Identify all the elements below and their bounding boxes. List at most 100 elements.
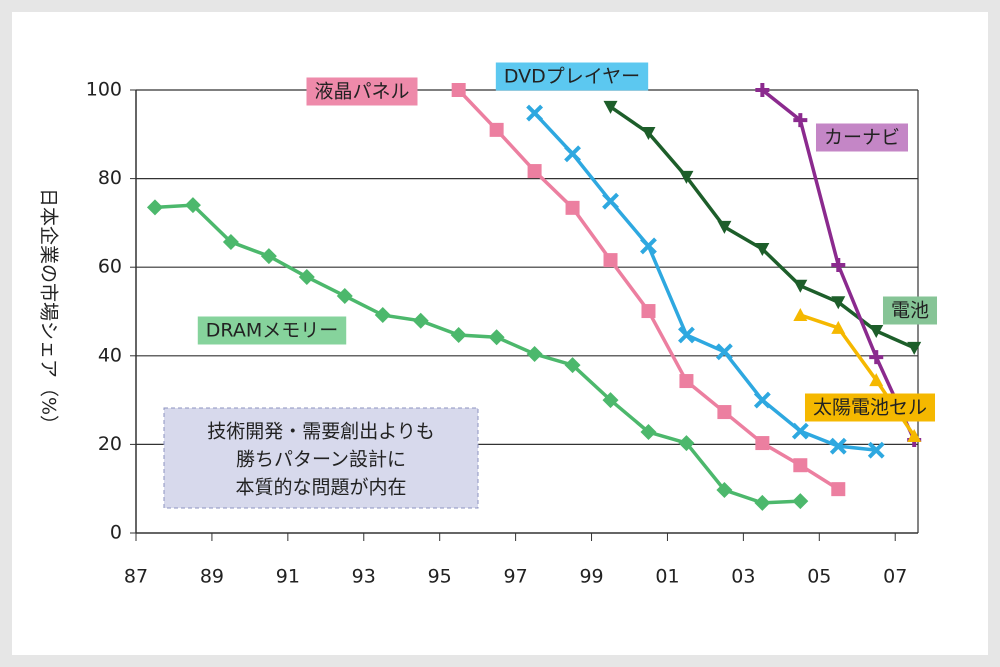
marker: [831, 482, 846, 497]
y-tick-label: 60: [98, 256, 122, 278]
marker: [907, 341, 922, 355]
marker: [298, 268, 315, 285]
marker: [679, 374, 694, 389]
series-label-bg: [197, 316, 347, 345]
y-tick-label: 20: [98, 433, 122, 455]
series-label-text: 太陽電池セル: [813, 397, 927, 419]
series-label: カーナビ: [815, 123, 909, 152]
annotation-box: [163, 407, 479, 509]
marker: [602, 192, 619, 210]
series-label-text: 液晶パネル: [314, 81, 409, 103]
marker: [869, 350, 884, 365]
marker: [755, 436, 770, 451]
series-label: 太陽電池セル: [804, 393, 936, 422]
marker: [717, 220, 732, 234]
marker: [489, 122, 504, 137]
marker: [791, 422, 809, 440]
marker: [565, 200, 580, 215]
x-tick-label: 01: [655, 566, 679, 588]
y-axis-label-group: 日本企業の市場シェア（%）: [38, 188, 60, 434]
marker: [184, 197, 201, 214]
marker: [831, 296, 846, 310]
series-label-bg: [495, 62, 649, 91]
marker: [564, 145, 581, 163]
marker: [753, 391, 771, 409]
y-tick-label: 100: [86, 79, 122, 101]
x-tick-label: 87: [124, 566, 148, 588]
x-tick-label: 99: [579, 566, 603, 588]
marker: [792, 493, 809, 510]
series-label-text: カーナビ: [824, 127, 900, 149]
x-tick-label: 91: [276, 566, 300, 588]
x-tick-label: 03: [731, 566, 755, 588]
grid: [130, 89, 919, 541]
marker: [640, 237, 657, 255]
marker: [260, 248, 277, 265]
marker: [907, 428, 922, 442]
x-tick-label: 07: [883, 566, 907, 588]
marker: [526, 346, 543, 363]
marker: [715, 343, 733, 361]
marker: [641, 304, 656, 319]
marker: [793, 458, 808, 473]
marker: [867, 441, 885, 459]
annotation-text: 技術開発・需要創出よりも: [207, 421, 435, 443]
series-label-text: DRAMメモリー: [206, 320, 338, 342]
series-label-text: 電池: [891, 300, 929, 322]
series-line: [533, 111, 877, 452]
plot: [146, 83, 922, 511]
marker: [869, 324, 884, 338]
y-tick-label: 40: [98, 344, 122, 366]
marker: [793, 279, 808, 293]
marker: [754, 494, 771, 511]
series-label-text: DVDプレイヤー: [504, 66, 640, 88]
marker: [450, 326, 467, 343]
marker: [831, 320, 846, 334]
marker: [831, 257, 846, 272]
series-label: 電池: [882, 296, 938, 325]
marker: [755, 83, 770, 97]
marker: [793, 308, 808, 322]
marker: [793, 113, 808, 128]
annotation-text: 勝ちパターン設計に: [236, 449, 406, 471]
marker: [564, 357, 581, 374]
marker: [716, 482, 733, 499]
y-tick-label: 80: [98, 167, 122, 189]
marker: [641, 126, 656, 140]
series-label-bg: [804, 393, 936, 422]
marker: [869, 373, 884, 387]
series-label: 液晶パネル: [306, 77, 418, 106]
series-label-bg: [882, 296, 938, 325]
marker: [640, 423, 657, 440]
marker: [146, 199, 163, 216]
marker: [488, 329, 505, 346]
marker: [451, 83, 466, 97]
y-tick-label: 0: [110, 522, 122, 544]
annotation-text: 本質的な問題が内在: [235, 477, 406, 499]
marker: [602, 392, 619, 409]
marker: [374, 307, 391, 324]
marker: [603, 100, 618, 114]
marker: [526, 104, 544, 122]
series-label-bg: [306, 77, 418, 106]
series-label: DRAMメモリー: [197, 316, 347, 345]
x-tick-label: 97: [504, 566, 528, 588]
marker: [412, 312, 429, 329]
marker: [527, 164, 542, 179]
marker: [829, 437, 847, 455]
x-tick-label: 89: [200, 566, 224, 588]
marker: [678, 326, 695, 344]
marker: [679, 170, 694, 184]
marker: [755, 243, 770, 257]
x-tick-label: 05: [807, 566, 831, 588]
x-tick-label: 95: [428, 566, 452, 588]
series-label-bg: [815, 123, 909, 152]
marker: [336, 287, 353, 304]
marker: [717, 405, 732, 420]
series-line: [154, 203, 801, 505]
x-tick-label: 93: [352, 566, 376, 588]
series-label: DVDプレイヤー: [495, 62, 649, 91]
marker: [678, 435, 695, 452]
marker: [222, 233, 239, 250]
